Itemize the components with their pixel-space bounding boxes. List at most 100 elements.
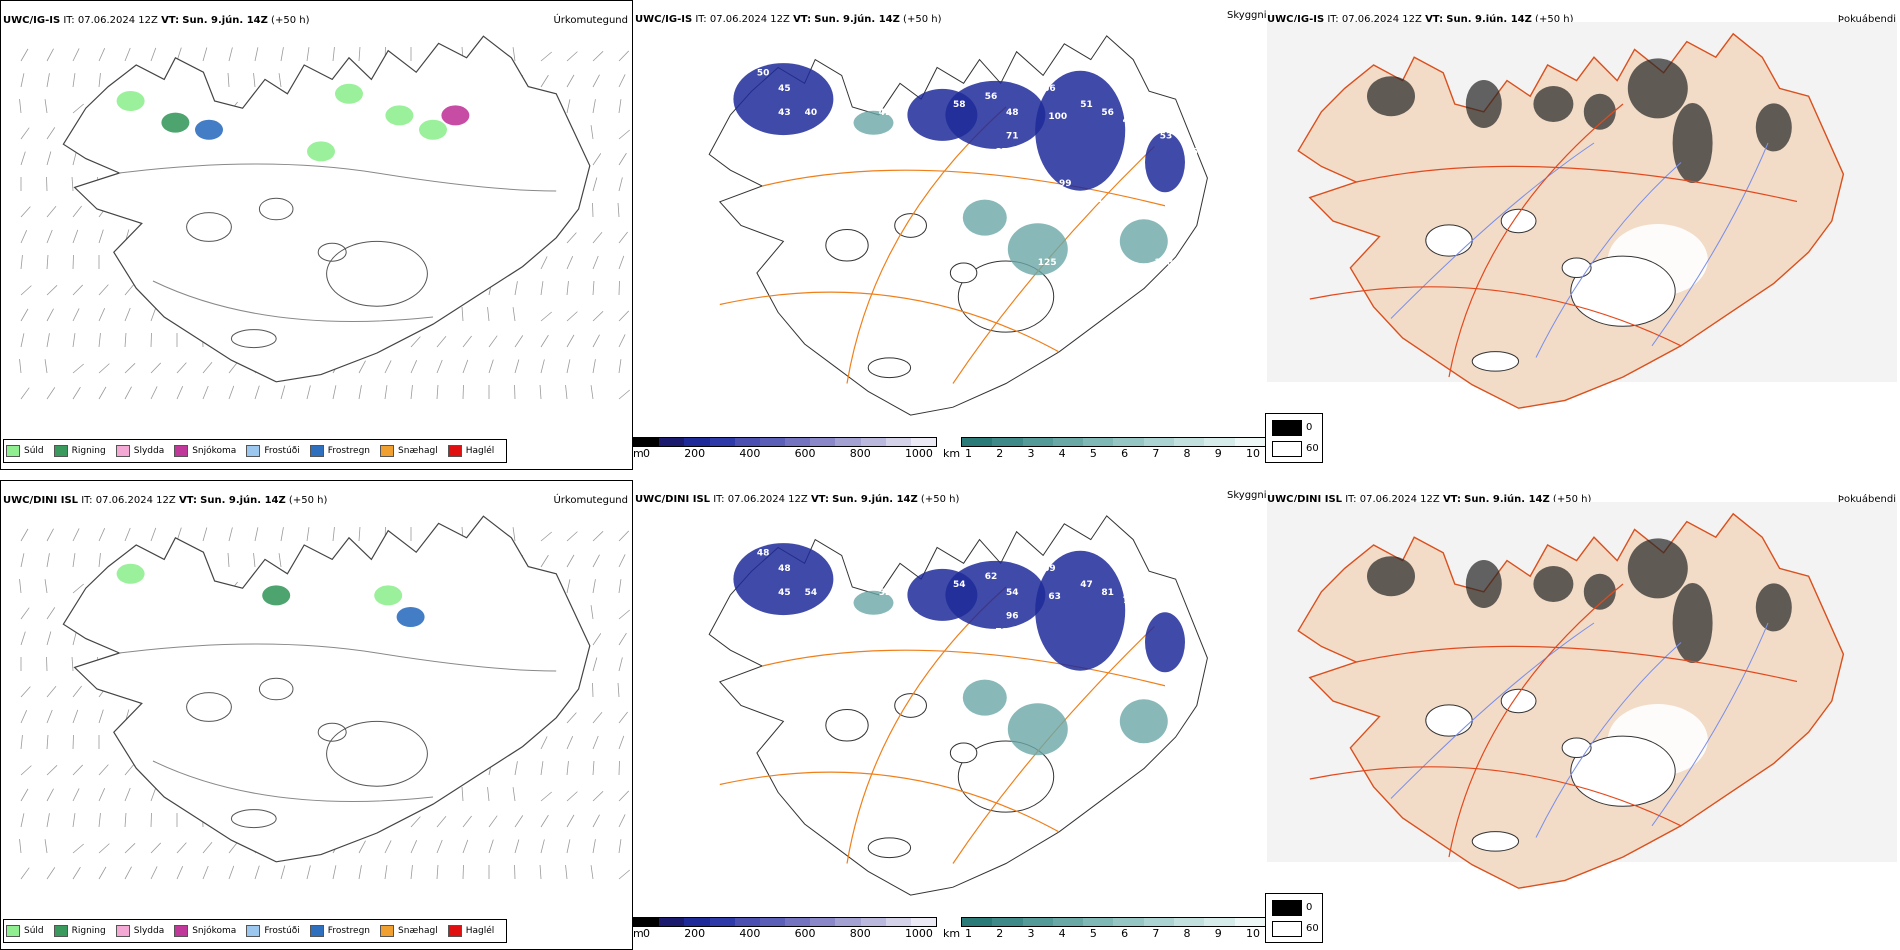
wind-barb <box>98 229 104 244</box>
cloud-cover-area <box>962 679 1007 716</box>
wind-barb <box>46 764 58 776</box>
wind-barb <box>72 103 84 114</box>
panel-title: UWC/DINI ISL IT: 07.06.2024 12Z VT: Sun.… <box>3 495 328 506</box>
glacier-outline <box>230 809 277 829</box>
precip-legend: Súld Rigning Slydda Snjókoma Frostúði Frostre… <box>3 919 508 943</box>
wind-barb <box>436 816 447 828</box>
colorbar-segment <box>734 918 760 926</box>
wind-barb <box>436 839 443 854</box>
colorbar-tick: 200 <box>684 447 706 460</box>
iceland-fog-map <box>1267 22 1897 409</box>
legend-swatch <box>115 445 130 457</box>
wind-barb <box>20 710 28 724</box>
glacier-outline <box>186 212 232 242</box>
wind-barb <box>436 336 447 348</box>
wind-barb <box>540 51 552 62</box>
wind-barb <box>461 787 464 802</box>
wind-barb <box>592 657 598 672</box>
wind-barb <box>540 554 549 568</box>
cloud-cover-area <box>1007 703 1068 756</box>
wind-barb <box>618 359 622 374</box>
wind-barb <box>618 554 626 568</box>
colorbar-segment <box>910 438 937 446</box>
wind-barb <box>592 790 604 802</box>
wind-barb <box>618 609 630 620</box>
wind-barb <box>618 711 628 724</box>
wind-barb <box>124 333 127 348</box>
cloud-base-label: 69 <box>1043 564 1056 574</box>
iceland-fog-map <box>1267 502 1897 889</box>
wind-barb <box>98 866 107 880</box>
wind-barb <box>71 177 74 192</box>
cloud-cover-area <box>1007 223 1068 276</box>
colorbar-segment <box>1174 438 1205 446</box>
wind-barb <box>280 527 284 542</box>
wind-barb <box>540 311 552 322</box>
fog-area <box>1627 538 1688 599</box>
wind-barb <box>44 839 48 854</box>
wind-barb <box>592 310 604 322</box>
precip-area <box>307 141 335 162</box>
wind-barb <box>98 308 106 322</box>
colorbar-segment <box>759 438 786 446</box>
wind-barb <box>592 761 595 776</box>
wind-barb <box>72 308 80 322</box>
fog-area <box>1533 86 1574 122</box>
wind-barb <box>150 866 158 880</box>
wind-barb <box>592 839 596 854</box>
wind-barb <box>46 788 54 802</box>
river <box>1535 642 1682 838</box>
road <box>762 649 1166 687</box>
visibility-legend: 0 60 <box>1265 893 1323 943</box>
wind-barb <box>358 385 362 400</box>
wind-barb <box>124 307 131 322</box>
colorbar-segment <box>810 918 836 926</box>
fog-area <box>1672 583 1713 663</box>
wind-barb <box>590 125 594 140</box>
legend-swatch <box>246 925 261 937</box>
cloud-cover-unit: km <box>943 927 961 940</box>
wind-barb <box>46 387 56 400</box>
cloud-base-label: 63 <box>1048 592 1061 602</box>
low-cloud-area <box>945 80 1046 149</box>
wind-barb <box>46 528 54 542</box>
legend-label: Snjókoma <box>192 926 237 936</box>
colorbar-tick: 400 <box>739 447 761 460</box>
wind-barb <box>618 389 630 400</box>
cloud-base-label: 51 <box>1080 100 1093 110</box>
cloud-cover-area <box>853 590 894 615</box>
wind-barb <box>566 334 575 348</box>
fog-area <box>1672 103 1713 183</box>
wind-barb <box>46 607 56 620</box>
wind-barb <box>202 527 208 542</box>
wind-barb <box>618 74 626 88</box>
wind-barb <box>150 842 162 854</box>
wind-barb <box>176 866 184 880</box>
wind-barb <box>20 765 32 776</box>
colorbar-tick: 4 <box>1058 927 1066 940</box>
wind-barb <box>72 553 76 568</box>
wind-barb <box>72 73 76 88</box>
colorbar-segment <box>1052 438 1084 446</box>
wind-barb <box>462 335 472 348</box>
wind-barb <box>540 334 549 348</box>
wind-barb <box>540 531 552 542</box>
legend-swatch <box>380 925 395 937</box>
colorbar-segment <box>1113 438 1144 446</box>
low-cloud-area <box>733 63 834 136</box>
precip-area <box>262 585 291 606</box>
precip-legend-item: Súld <box>6 445 44 457</box>
cloud-base-label: 53 <box>1160 132 1173 142</box>
colorbar-tick: 2 <box>996 447 1004 460</box>
colorbar-segment <box>860 918 886 926</box>
panel-param-title: Úrkomutegund <box>553 495 628 506</box>
wind-barb <box>150 307 157 322</box>
wind-barb <box>253 73 256 88</box>
wind-barb <box>72 528 80 542</box>
cloud-cover-area <box>1119 699 1168 744</box>
colorbar-tick: 2 <box>996 927 1004 940</box>
precip-legend-item: Slydda <box>115 445 164 457</box>
wind-barb <box>202 47 208 62</box>
glacier-outline <box>949 742 978 764</box>
river <box>1651 142 1769 347</box>
